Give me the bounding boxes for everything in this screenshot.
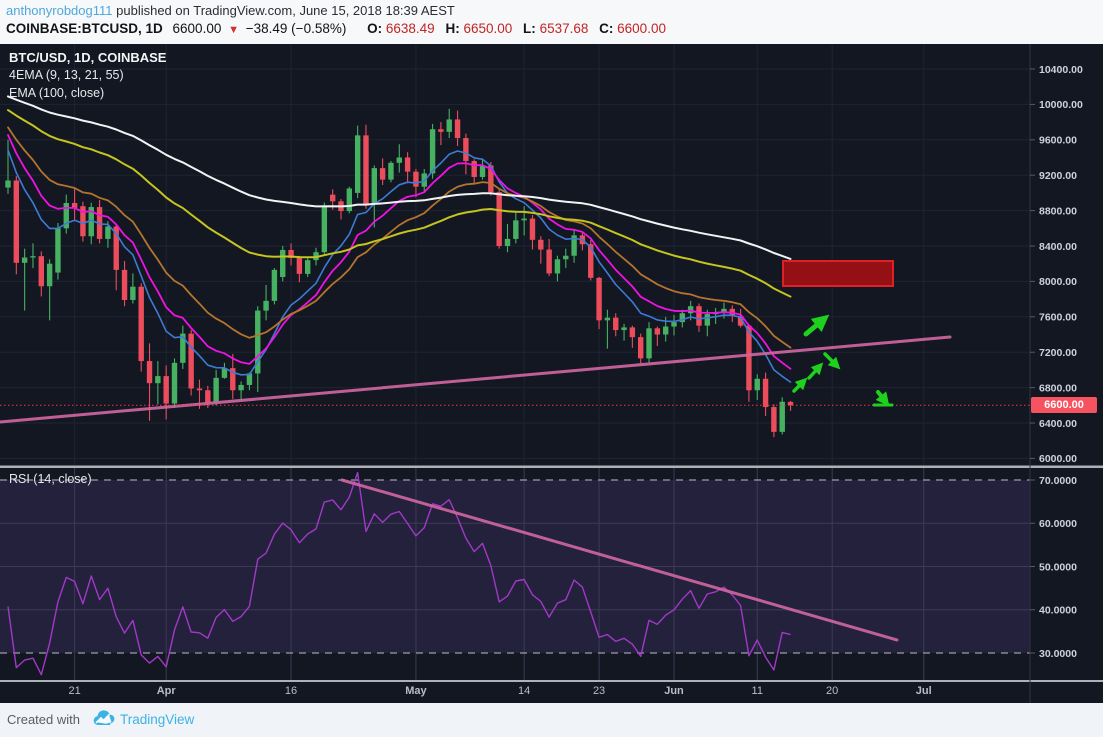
last-price-tag: 6600.00 <box>1031 397 1097 413</box>
low-label: L: <box>523 21 536 36</box>
publish-info-text: published on TradingView.com, June 15, 2… <box>112 3 455 18</box>
svg-text:20: 20 <box>826 685 838 697</box>
high-value: 6650.00 <box>463 21 513 36</box>
svg-text:50.0000: 50.0000 <box>1039 561 1077 573</box>
svg-text:11: 11 <box>752 685 763 697</box>
svg-text:7200.00: 7200.00 <box>1039 347 1077 359</box>
candlestick-chart[interactable]: 10400.00 10000.00 9600.00 9200.00 8800.00 840… <box>0 44 1103 703</box>
svg-text:9200.00: 9200.00 <box>1039 170 1077 182</box>
svg-text:6800.00: 6800.00 <box>1039 382 1077 394</box>
svg-text:14: 14 <box>518 685 530 697</box>
svg-text:6000.00: 6000.00 <box>1039 453 1077 465</box>
svg-text:Jun: Jun <box>664 685 684 697</box>
tradingview-link[interactable]: TradingView <box>120 712 195 727</box>
close-label: C: <box>599 21 614 36</box>
open-value: 6638.49 <box>385 21 435 36</box>
svg-text:40.0000: 40.0000 <box>1039 605 1077 617</box>
high-label: H: <box>445 21 460 36</box>
username-link[interactable]: anthonyrobdog111 <box>6 3 113 18</box>
open-label: O: <box>367 21 383 36</box>
symbol-title: COINBASE:BTCUSD, 1D <box>6 21 163 36</box>
svg-text:60.0000: 60.0000 <box>1039 518 1077 530</box>
symbol-ohlc-bar: COINBASE:BTCUSD, 1D 6600.00 ▼ −38.49 (−0… <box>6 21 666 36</box>
svg-text:May: May <box>405 685 427 697</box>
svg-text:21: 21 <box>68 685 80 697</box>
svg-text:10000.00: 10000.00 <box>1039 99 1083 111</box>
svg-text:Apr: Apr <box>157 685 177 697</box>
svg-text:16: 16 <box>285 685 297 697</box>
close-value: 6600.00 <box>617 21 666 36</box>
footer-bar: Created with TradingView <box>0 703 1103 737</box>
time-axis[interactable] <box>0 638 1030 662</box>
svg-text:70.0000: 70.0000 <box>1039 475 1077 487</box>
price-axis[interactable] <box>1030 44 1103 636</box>
svg-text:8000.00: 8000.00 <box>1039 276 1077 288</box>
svg-text:30.0000: 30.0000 <box>1039 648 1077 660</box>
svg-text:9600.00: 9600.00 <box>1039 135 1077 147</box>
change-value: −38.49 (−0.58%) <box>245 21 347 36</box>
created-with-text: Created with <box>7 712 80 727</box>
svg-text:10400.00: 10400.00 <box>1039 64 1083 76</box>
svg-text:7600.00: 7600.00 <box>1039 312 1077 324</box>
svg-text:8800.00: 8800.00 <box>1039 205 1077 217</box>
publish-info-line: anthonyrobdog111 published on TradingVie… <box>6 3 455 18</box>
svg-text:6400.00: 6400.00 <box>1039 418 1077 430</box>
svg-text:Jul: Jul <box>916 685 932 697</box>
svg-text:23: 23 <box>593 685 605 697</box>
chart-area[interactable]: 10400.00 10000.00 9600.00 9200.00 8800.00 840… <box>0 44 1103 703</box>
last-price: 6600.00 <box>172 21 222 36</box>
low-value: 6537.68 <box>539 21 589 36</box>
publish-header: anthonyrobdog111 published on TradingVie… <box>0 0 1103 44</box>
svg-text:8400.00: 8400.00 <box>1039 241 1077 253</box>
tradingview-logo-icon[interactable] <box>92 710 116 733</box>
change-down-triangle-icon: ▼ <box>228 24 239 36</box>
